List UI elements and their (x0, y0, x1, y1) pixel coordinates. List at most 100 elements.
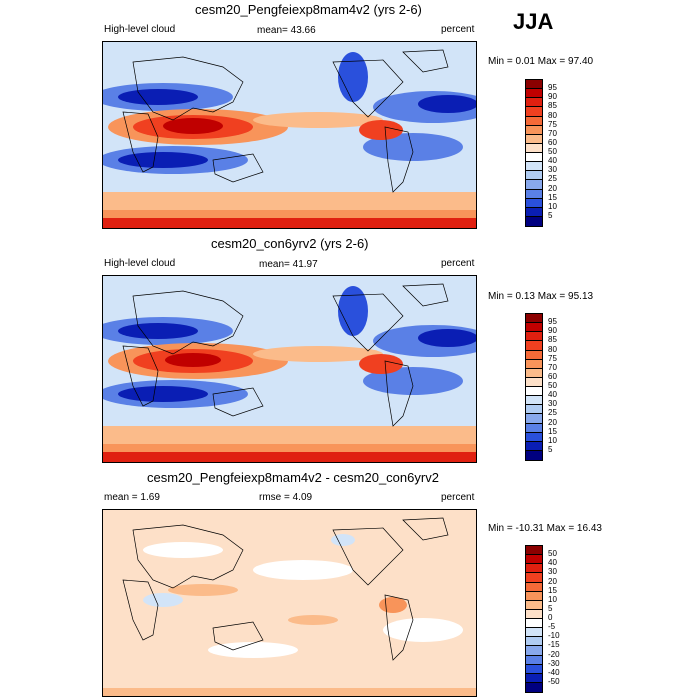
panel2-colorbar (525, 313, 543, 461)
panel2-variable-label: High-level cloud (104, 258, 176, 269)
colorbar-tick-label: 40 (548, 390, 557, 400)
colorbar-tick-label: 10 (548, 594, 557, 604)
panel1-minmax: Min = 0.01 Max = 97.40 (488, 56, 594, 67)
colorbar-tick-label: 60 (548, 137, 557, 147)
colorbar-cell (526, 414, 542, 424)
colorbar-cell (526, 80, 542, 90)
colorbar-cell (526, 107, 542, 117)
panel3-mean: mean = 1.69 (104, 492, 160, 503)
colorbar-tick-label: 75 (548, 119, 557, 129)
colorbar-tick-label: 40 (548, 156, 557, 166)
colorbar-cell (526, 180, 542, 190)
panel3-units: percent (441, 492, 475, 503)
season-label: JJA (513, 9, 554, 34)
colorbar-tick-label: 80 (548, 110, 557, 120)
colorbar-tick-label: 30 (548, 399, 557, 409)
colorbar-tick-label: 5 (548, 603, 553, 613)
colorbar-cell (526, 405, 542, 415)
colorbar-cell (526, 628, 542, 638)
panel3-colorbar (525, 545, 543, 693)
colorbar-tick-label: 15 (548, 585, 557, 595)
colorbar-cell (526, 323, 542, 333)
colorbar-cell (526, 432, 542, 442)
colorbar-tick-label: 50 (548, 147, 557, 156)
colorbar-tick-label: 90 (548, 326, 557, 336)
panel2-minmax: Min = 0.13 Max = 95.13 (488, 291, 594, 302)
colorbar-cell (526, 423, 542, 433)
colorbar-cell (526, 89, 542, 99)
colorbar-tick-label: 60 (548, 371, 557, 381)
colorbar-tick-label: -40 (548, 667, 560, 677)
colorbar-cell (526, 377, 542, 387)
colorbar-cell (526, 673, 542, 683)
panel2-units: percent (441, 258, 475, 269)
colorbar-tick-label: -5 (548, 622, 556, 632)
colorbar-tick-label: 40 (548, 558, 557, 568)
colorbar-cell (526, 359, 542, 369)
colorbar-tick-label: -50 (548, 676, 560, 686)
colorbar-tick-label: 30 (548, 165, 557, 175)
panel1-map (102, 41, 477, 229)
colorbar-cell (526, 387, 542, 397)
panel3-title: cesm20_Pengfeiexp8mam4v2 - cesm20_con6yr… (147, 470, 439, 485)
colorbar-tick-label: 0 (548, 613, 553, 622)
colorbar-cell (526, 682, 542, 692)
colorbar-tick-label: 50 (548, 549, 557, 559)
colorbar-cell (526, 441, 542, 451)
panel3-rmse: rmse = 4.09 (259, 492, 313, 503)
colorbar-tick-label: 95 (548, 83, 557, 93)
colorbar-cell (526, 125, 542, 135)
colorbar-tick-label: 15 (548, 192, 557, 202)
colorbar-cell (526, 619, 542, 629)
colorbar-cell (526, 637, 542, 647)
panel3-minmax: Min = -10.31 Max = 16.43 (488, 523, 602, 534)
colorbar-tick-label: 90 (548, 92, 557, 102)
panel1-variable-label: High-level cloud (104, 24, 176, 35)
colorbar-cell (526, 216, 542, 226)
colorbar-cell (526, 98, 542, 108)
colorbar-cell (526, 350, 542, 360)
colorbar-cell (526, 116, 542, 126)
colorbar-tick-label: 10 (548, 435, 557, 445)
colorbar-cell (526, 207, 542, 217)
colorbar-cell (526, 396, 542, 406)
colorbar-cell (526, 646, 542, 656)
colorbar-tick-label: 80 (548, 344, 557, 354)
colorbar-cell (526, 582, 542, 592)
colorbar-tick-label: 15 (548, 426, 557, 436)
panel3-map (102, 509, 477, 697)
panel1-mean: mean= 43.66 (257, 25, 316, 36)
colorbar-tick-label: 10 (548, 201, 557, 211)
colorbar-cell (526, 332, 542, 342)
panel1-units: percent (441, 24, 475, 35)
colorbar-tick-label: 30 (548, 567, 557, 577)
colorbar-cell (526, 555, 542, 565)
colorbar-tick-label: 25 (548, 408, 557, 418)
colorbar-tick-label: -30 (548, 658, 560, 668)
colorbar-tick-label: 70 (548, 128, 557, 138)
colorbar-tick-label: 20 (548, 183, 557, 193)
colorbar-tick-label: 5 (548, 444, 553, 454)
colorbar-cell (526, 368, 542, 378)
panel1-title: cesm20_Pengfeiexp8mam4v2 (yrs 2-6) (195, 2, 422, 17)
colorbar-cell (526, 198, 542, 208)
colorbar-cell (526, 314, 542, 324)
colorbar-tick-label: 70 (548, 362, 557, 372)
colorbar-tick-label: 25 (548, 174, 557, 184)
panel2-mean: mean= 41.97 (259, 259, 318, 270)
panel1-colorbar (525, 79, 543, 227)
colorbar-cell (526, 341, 542, 351)
colorbar-tick-label: 85 (548, 101, 557, 111)
colorbar-cell (526, 134, 542, 144)
colorbar-tick-label: 95 (548, 317, 557, 327)
colorbar-cell (526, 664, 542, 674)
colorbar-cell (526, 600, 542, 610)
colorbar-cell (526, 591, 542, 601)
colorbar-cell (526, 655, 542, 665)
colorbar-tick-label: 20 (548, 417, 557, 427)
colorbar-tick-label: 85 (548, 335, 557, 345)
colorbar-cell (526, 564, 542, 574)
colorbar-cell (526, 162, 542, 172)
colorbar-tick-label: -20 (548, 649, 560, 659)
colorbar-cell (526, 450, 542, 460)
